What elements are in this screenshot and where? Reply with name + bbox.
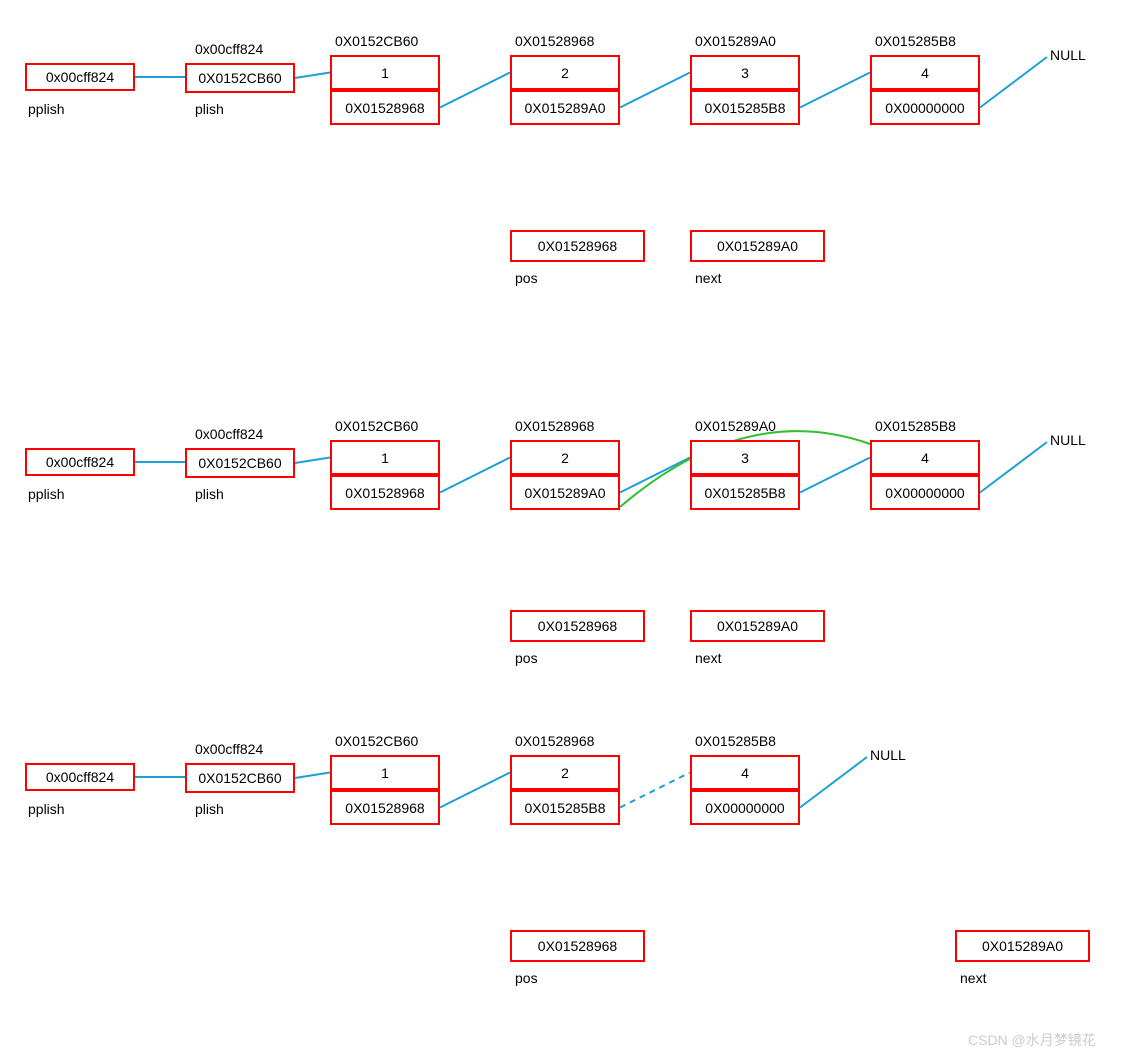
pos-label: pos: [515, 650, 538, 666]
watermark: CSDN @水月梦镜花: [968, 1030, 1096, 1050]
pplist-box: 0x00cff824: [25, 63, 135, 91]
node-data-0: 1: [330, 55, 440, 90]
node-next-2: 0X015285B8: [690, 475, 800, 510]
node-data-2: 4: [690, 755, 800, 790]
plist-label: plish: [195, 486, 224, 502]
pplist-box: 0x00cff824: [25, 448, 135, 476]
node-data-1: 2: [510, 755, 620, 790]
node-data-3: 4: [870, 55, 980, 90]
node-addr-2: 0X015289A0: [695, 418, 776, 434]
node-next-3: 0X00000000: [870, 90, 980, 125]
plist-label: plish: [195, 101, 224, 117]
node-addr-3: 0X015285B8: [875, 418, 956, 434]
node-addr-0: 0X0152CB60: [335, 418, 418, 434]
plist-box: 0X0152CB60: [185, 448, 295, 478]
pplist-label: pplish: [28, 801, 65, 817]
plist-label: plish: [195, 801, 224, 817]
node-addr-0: 0X0152CB60: [335, 733, 418, 749]
plist-box: 0X0152CB60: [185, 63, 295, 93]
node-next-0: 0X01528968: [330, 90, 440, 125]
node-data-3: 4: [870, 440, 980, 475]
node-next-0: 0X01528968: [330, 475, 440, 510]
node-next-1: 0X015289A0: [510, 475, 620, 510]
node-addr-1: 0X01528968: [515, 33, 594, 49]
node-next-1: 0X015285B8: [510, 790, 620, 825]
node-data-1: 2: [510, 440, 620, 475]
node-data-0: 1: [330, 440, 440, 475]
null-label: NULL: [870, 747, 906, 763]
next-label: next: [695, 650, 721, 666]
next-box: 0X015289A0: [690, 610, 825, 642]
node-data-0: 1: [330, 755, 440, 790]
next-label: next: [960, 970, 986, 986]
node-data-2: 3: [690, 440, 800, 475]
node-addr-0: 0X0152CB60: [335, 33, 418, 49]
pos-box: 0X01528968: [510, 610, 645, 642]
pos-box: 0X01528968: [510, 930, 645, 962]
node-next-2: 0X00000000: [690, 790, 800, 825]
next-box: 0X015289A0: [690, 230, 825, 262]
pplist-box: 0x00cff824: [25, 763, 135, 791]
plist-header: 0x00cff824: [195, 426, 263, 442]
plist-box: 0X0152CB60: [185, 763, 295, 793]
node-addr-1: 0X01528968: [515, 733, 594, 749]
plist-header: 0x00cff824: [195, 741, 263, 757]
null-label: NULL: [1050, 432, 1086, 448]
pplist-label: pplish: [28, 101, 65, 117]
node-addr-2: 0X015285B8: [695, 733, 776, 749]
node-addr-1: 0X01528968: [515, 418, 594, 434]
node-addr-2: 0X015289A0: [695, 33, 776, 49]
pos-box: 0X01528968: [510, 230, 645, 262]
pplist-label: pplish: [28, 486, 65, 502]
next-label: next: [695, 270, 721, 286]
node-data-1: 2: [510, 55, 620, 90]
pos-label: pos: [515, 270, 538, 286]
node-next-2: 0X015285B8: [690, 90, 800, 125]
null-label: NULL: [1050, 47, 1086, 63]
node-addr-3: 0X015285B8: [875, 33, 956, 49]
node-next-3: 0X00000000: [870, 475, 980, 510]
node-data-2: 3: [690, 55, 800, 90]
node-next-0: 0X01528968: [330, 790, 440, 825]
node-next-1: 0X015289A0: [510, 90, 620, 125]
plist-header: 0x00cff824: [195, 41, 263, 57]
pos-label: pos: [515, 970, 538, 986]
next-box: 0X015289A0: [955, 930, 1090, 962]
